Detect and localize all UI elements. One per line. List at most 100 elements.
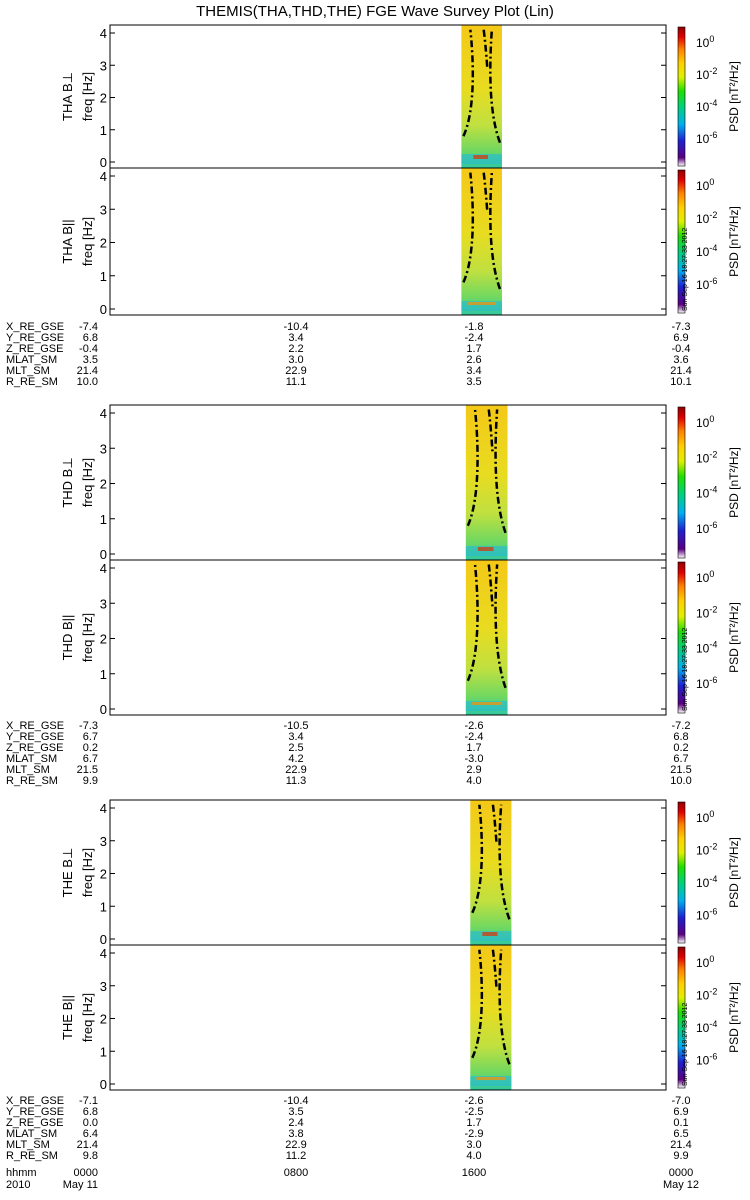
ephemeris-value: 9.9 bbox=[673, 1150, 688, 1162]
ephemeris-value: 3.5 bbox=[466, 376, 481, 388]
power-band bbox=[473, 155, 488, 159]
ytick-label: 0 bbox=[100, 1077, 107, 1092]
colorbar-tick-label: 100 bbox=[696, 569, 714, 585]
ytick-label: 1 bbox=[100, 667, 107, 682]
ytick-label: 1 bbox=[100, 123, 107, 138]
time-tick-label: 0000 bbox=[74, 1167, 98, 1179]
ephemeris-name: MLT_SM bbox=[6, 365, 50, 377]
ephemeris-name: X_RE_GSE bbox=[6, 321, 64, 333]
ephemeris-value: -2.4 bbox=[465, 332, 484, 344]
colorbar-tick-label: 10-2 bbox=[696, 842, 717, 858]
ephemeris-value: 6.9 bbox=[673, 332, 688, 344]
ytick-label: 0 bbox=[100, 547, 107, 562]
frequency-curve bbox=[466, 409, 479, 527]
frequency-curve bbox=[489, 29, 502, 144]
power-band bbox=[482, 932, 498, 936]
ytick-label: 4 bbox=[100, 561, 107, 576]
frequency-curve bbox=[487, 564, 494, 607]
panel-unit-label: freq [Hz] bbox=[80, 848, 95, 897]
ephemeris-value: -7.1 bbox=[79, 1095, 98, 1107]
ephemeris-value: 3.4 bbox=[288, 332, 303, 344]
ephemeris-value: -0.4 bbox=[672, 343, 691, 355]
timestamp-label: Sun Sep 16 18:27:33 2012 bbox=[682, 628, 689, 711]
ephemeris-value: 6.8 bbox=[83, 1106, 98, 1118]
low-freq-band bbox=[465, 701, 508, 711]
spectrogram-block bbox=[470, 945, 512, 1090]
panel-frame bbox=[109, 799, 667, 946]
ytick-label: 3 bbox=[100, 202, 107, 217]
power-band bbox=[477, 547, 494, 551]
ephemeris-value: 6.8 bbox=[83, 332, 98, 344]
panel-ylabel: THA B⊥ bbox=[60, 72, 75, 121]
panel-frame bbox=[109, 167, 667, 316]
ephemeris-value: -7.3 bbox=[79, 720, 98, 732]
panel-frame bbox=[109, 944, 667, 1091]
ephemeris-name: R_RE_SM bbox=[6, 1150, 58, 1162]
ytick-label: 3 bbox=[100, 58, 107, 73]
panel-frame bbox=[109, 404, 667, 561]
ephemeris-value: 0.2 bbox=[673, 742, 688, 754]
colorbar-tick-label: 10-4 bbox=[696, 640, 717, 656]
ephemeris-value: 3.0 bbox=[288, 354, 303, 366]
ephemeris-value: 2.5 bbox=[288, 742, 303, 754]
colorbar-tick-label: 100 bbox=[696, 177, 714, 193]
ephemeris-name: MLAT_SM bbox=[6, 354, 57, 366]
ytick-label: 1 bbox=[100, 899, 107, 914]
frequency-curve bbox=[466, 564, 479, 682]
frequency-curve bbox=[491, 804, 498, 845]
ephemeris-name: Y_RE_GSE bbox=[6, 731, 64, 743]
ytick-label: 1 bbox=[100, 512, 107, 527]
ytick-label: 0 bbox=[100, 302, 107, 317]
ytick-label: 2 bbox=[100, 1012, 107, 1027]
colorbar-tick-label: 10-6 bbox=[696, 675, 717, 691]
colorbar-tick-label: 10-6 bbox=[696, 1052, 717, 1068]
ephemeris-value: 3.8 bbox=[288, 1128, 303, 1140]
ephemeris-name: Y_RE_GSE bbox=[6, 1106, 64, 1118]
ytick-label: 3 bbox=[100, 596, 107, 611]
ytick-label: 1 bbox=[100, 269, 107, 284]
ephemeris-value: 1.7 bbox=[466, 1117, 481, 1129]
time-axis-year: 2010 bbox=[6, 1179, 30, 1191]
spectrogram-block bbox=[465, 405, 508, 560]
ephemeris-value: -2.6 bbox=[465, 1095, 484, 1107]
ephemeris-value: 3.6 bbox=[673, 354, 688, 366]
ephemeris-value: 6.7 bbox=[83, 731, 98, 743]
panel-unit-label: freq [Hz] bbox=[80, 217, 95, 266]
ephemeris-value: 21.4 bbox=[670, 1139, 691, 1151]
power-band bbox=[467, 302, 496, 305]
panel-ylabel: THE B|| bbox=[60, 995, 75, 1040]
timestamp-label: Sun Sep 16 18:27:33 2012 bbox=[682, 228, 689, 311]
panel-unit-label: freq [Hz] bbox=[80, 993, 95, 1042]
spectrogram-block bbox=[470, 800, 512, 945]
frequency-curve bbox=[482, 172, 489, 213]
frequency-curve bbox=[494, 409, 507, 534]
ephemeris-value: 3.5 bbox=[83, 354, 98, 366]
ytick-label: 4 bbox=[100, 946, 107, 961]
frequency-curve bbox=[494, 564, 507, 689]
ephemeris-value: 11.1 bbox=[286, 376, 307, 388]
frequency-curve bbox=[498, 949, 511, 1065]
ephemeris-value: -7.3 bbox=[672, 321, 691, 333]
ytick-label: 1 bbox=[100, 1044, 107, 1059]
ephemeris-value: 3.0 bbox=[466, 1139, 481, 1151]
ephemeris-value: -2.6 bbox=[465, 720, 484, 732]
colorbar bbox=[677, 561, 686, 714]
ytick-label: 3 bbox=[100, 834, 107, 849]
colorbar-tick-label: 10-4 bbox=[696, 243, 717, 259]
colorbar-tick-label: 100 bbox=[696, 809, 714, 825]
colorbar-label: PSD [nT²/Hz] bbox=[727, 206, 741, 277]
frequency-curve bbox=[498, 804, 511, 920]
colorbar bbox=[677, 169, 686, 314]
ytick-label: 4 bbox=[100, 801, 107, 816]
ephemeris-value: 11.3 bbox=[286, 775, 307, 787]
colorbar-tick-label: 100 bbox=[696, 414, 714, 430]
time-axis-label: hhmm bbox=[6, 1167, 37, 1179]
ephemeris-value: -7.0 bbox=[672, 1095, 691, 1107]
colorbar-tick-label: 10-6 bbox=[696, 130, 717, 146]
colorbar-label: PSD [nT²/Hz] bbox=[727, 837, 741, 908]
ytick-label: 2 bbox=[100, 867, 107, 882]
colorbar-tick-label: 100 bbox=[696, 34, 714, 50]
ephemeris-value: 6.5 bbox=[673, 1128, 688, 1140]
ytick-label: 2 bbox=[100, 236, 107, 251]
ephemeris-value: 2.4 bbox=[288, 1117, 303, 1129]
